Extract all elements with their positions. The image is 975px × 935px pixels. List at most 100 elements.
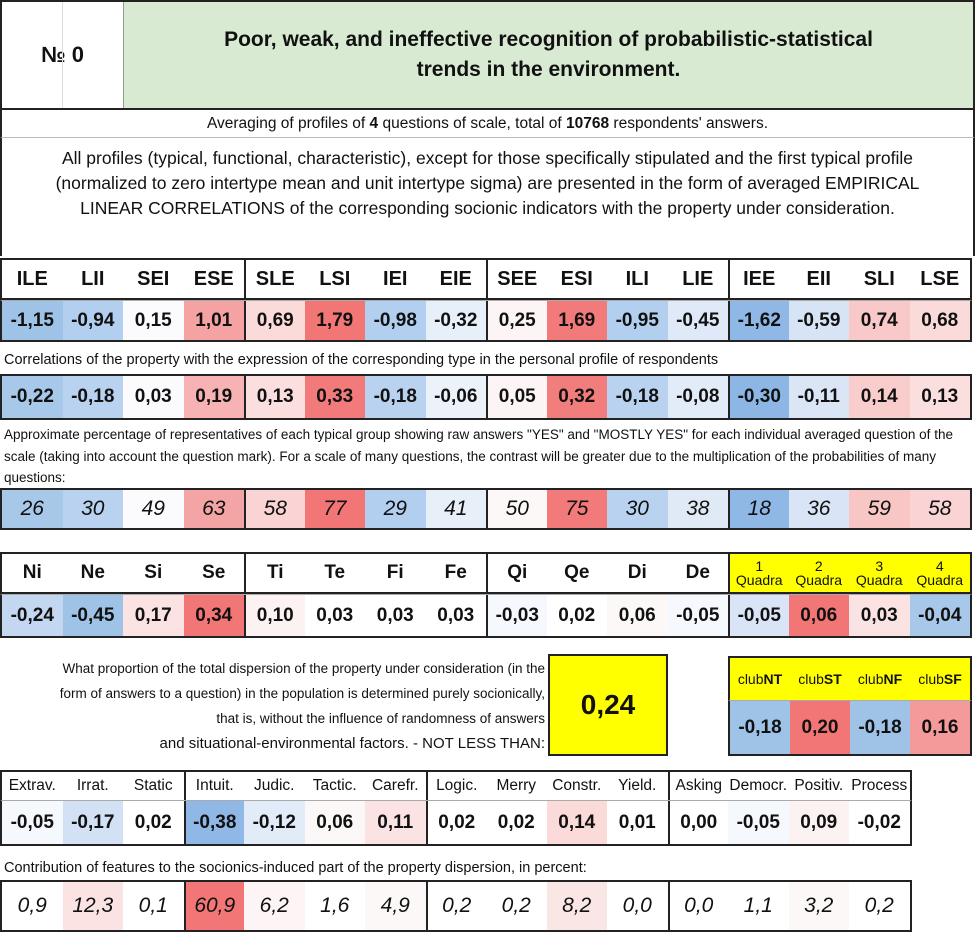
club-names-row: club NT club ST club NF club SF xyxy=(728,656,972,700)
quadra-value: 0,03 xyxy=(849,595,910,636)
club-prefix: club xyxy=(737,671,764,687)
feature-name: Constr. xyxy=(552,777,602,794)
feature-name: Positiv. xyxy=(794,777,844,794)
type-profile-value: -0,98 xyxy=(365,301,426,340)
type-profile-value: -0,32 xyxy=(425,301,486,340)
club-value: -0,18 xyxy=(730,701,790,754)
feature-contribution: 3,2 xyxy=(788,882,849,930)
feature-contribution: 0,2 xyxy=(425,882,486,930)
type-profile-value: -1,15 xyxy=(2,301,63,340)
function-name: Ti xyxy=(244,554,305,592)
type-percentage-value: 58 xyxy=(909,490,970,528)
feature-value: 0,02 xyxy=(425,801,486,844)
percentage-label: Approximate percentage of representative… xyxy=(4,427,953,485)
function-values-row: -0,24 -0,45 0,17 0,34 0,10 0,03 0,03 0,03 -0,03 0… xyxy=(0,594,972,638)
feature-name: Judic. xyxy=(254,777,295,794)
quadra-label: Quadra xyxy=(916,572,964,588)
club-suffix: SF xyxy=(943,671,962,687)
description: All profiles (typical, functional, chara… xyxy=(0,138,975,256)
feature-value: 0,02 xyxy=(123,801,184,844)
feature-contribution: 0,9 xyxy=(2,882,63,930)
feature-values-row: -0,05 -0,17 0,02 -0,38 -0,12 0,06 0,11 0,02 0,02… xyxy=(0,800,912,846)
quadra-label: Quadra xyxy=(795,572,843,588)
type-name: ILE xyxy=(16,267,48,290)
club-value: 0,16 xyxy=(910,701,970,754)
feature-name: Irrat. xyxy=(76,777,109,794)
club-name: club ST xyxy=(790,658,850,700)
type-name: LIE xyxy=(682,267,714,290)
type-name: SLE xyxy=(244,260,305,298)
type-correlation-value: -0,22 xyxy=(2,376,63,418)
function-name: Fi xyxy=(386,562,404,583)
feature-contribution: 0,1 xyxy=(123,882,184,930)
function-value: -0,45 xyxy=(62,595,123,636)
function-value: 0,03 xyxy=(425,595,486,636)
type-name: ILI xyxy=(625,267,649,290)
function-name: Se xyxy=(202,562,226,583)
type-percentage-value: 18 xyxy=(728,490,789,528)
quadra-label: Quadra xyxy=(735,572,783,588)
quadra-value: -0,05 xyxy=(728,595,789,636)
type-correlation-value: -0,11 xyxy=(788,376,849,418)
title-cell: Poor, weak, and ineffective recognition … xyxy=(124,2,973,108)
function-name: Ne xyxy=(80,562,105,583)
feature-value: 0,00 xyxy=(667,801,728,844)
type-correlation-value: 0,05 xyxy=(486,376,547,418)
type-percentage-value: 41 xyxy=(425,490,486,528)
function-value: -0,05 xyxy=(667,595,728,636)
type-percentage-value: 30 xyxy=(607,490,668,528)
type-correlation-value: -0,06 xyxy=(425,376,486,418)
quadra-header: 4 Quadra xyxy=(909,554,970,592)
type-correlation-row: -0,22 -0,18 0,03 0,19 0,13 0,33 -0,18 -0,06 0,05… xyxy=(0,374,972,420)
type-profile-value: -0,95 xyxy=(607,301,668,340)
function-name: Fe xyxy=(444,562,467,583)
function-name: Di xyxy=(627,562,647,583)
feature-name: Yield. xyxy=(618,777,657,794)
club-name: club NF xyxy=(850,658,910,700)
club-prefix: club xyxy=(918,671,944,687)
function-value: 0,17 xyxy=(123,595,184,636)
function-value: 0,34 xyxy=(183,595,244,636)
type-correlation-value: -0,18 xyxy=(62,376,123,418)
feature-value: 0,01 xyxy=(607,801,668,844)
type-name: SEI xyxy=(137,267,170,290)
feature-contribution: 4,9 xyxy=(365,882,426,930)
type-percentage-value: 26 xyxy=(2,490,63,528)
club-prefix: club xyxy=(798,671,824,687)
quadra-number: 3 xyxy=(875,558,884,574)
type-correlation-value: -0,08 xyxy=(667,376,728,418)
type-profile-row: -1,15 -0,94 0,15 1,01 0,69 1,79 -0,98 -0,32 0,25… xyxy=(0,300,972,342)
correlations-label: Correlations of the property with the ex… xyxy=(4,352,719,368)
type-name: ESE xyxy=(193,267,234,290)
quadra-number: 4 xyxy=(935,558,944,574)
club-suffix: ST xyxy=(823,671,842,687)
type-percentage-value: 75 xyxy=(546,490,607,528)
type-profile-value: -1,62 xyxy=(728,301,789,340)
type-percentage-row: 26 30 49 63 58 77 29 41 50 75 30 38 18 36 59 58 xyxy=(0,488,972,530)
club-name: club NT xyxy=(730,658,790,700)
feature-contribution: 60,9 xyxy=(183,882,244,930)
scale-number-cell: № 0 xyxy=(2,2,124,108)
function-name: De xyxy=(685,562,710,583)
quadra-number: 1 xyxy=(755,558,764,574)
type-percentage-value: 63 xyxy=(183,490,244,528)
type-name: SLI xyxy=(863,267,895,290)
type-correlation-value: -0,18 xyxy=(365,376,426,418)
club-value: 0,20 xyxy=(790,701,850,754)
type-correlation-value: 0,33 xyxy=(304,376,365,418)
club-suffix: NF xyxy=(883,671,903,687)
dispersion-text: What proportion of the total dispersion … xyxy=(40,656,545,756)
type-percentage-value: 38 xyxy=(667,490,728,528)
function-value: -0,24 xyxy=(2,595,63,636)
type-correlation-value: -0,18 xyxy=(607,376,668,418)
type-profile-value: 1,69 xyxy=(546,301,607,340)
feature-value: -0,12 xyxy=(244,801,305,844)
feature-contribution: 0,2 xyxy=(486,882,547,930)
feature-value: 0,02 xyxy=(486,801,547,844)
function-name: Qi xyxy=(486,554,547,592)
type-percentage-value: 30 xyxy=(62,490,123,528)
function-value: -0,03 xyxy=(486,595,547,636)
feature-value: 0,14 xyxy=(546,801,607,844)
type-profile-value: 1,01 xyxy=(183,301,244,340)
feature-name: Extrav. xyxy=(8,777,56,794)
